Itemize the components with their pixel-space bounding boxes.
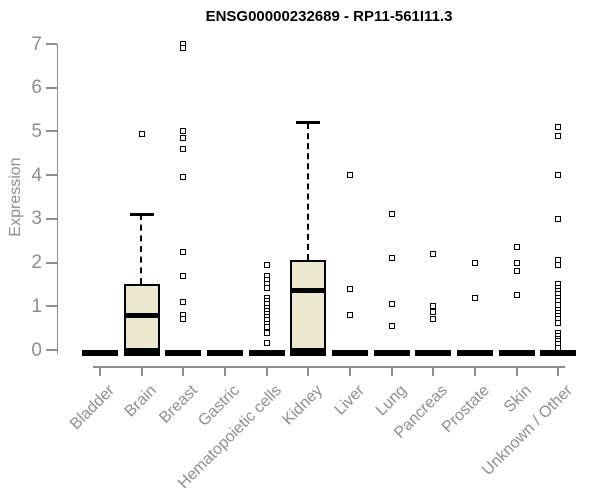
x-tick: [390, 367, 393, 376]
chart-title: ENSG00000232689 - RP11-561I11.3: [205, 8, 453, 25]
x-tick: [223, 367, 226, 376]
outlier-point: [555, 344, 562, 351]
zero-bar: [540, 349, 577, 356]
outlier-point: [471, 294, 478, 301]
outlier-point: [263, 324, 270, 331]
outlier-point: [180, 316, 187, 323]
outlier-point: [430, 250, 437, 257]
median-line: [290, 288, 327, 294]
outlier-point: [346, 312, 353, 319]
y-tick: [45, 261, 57, 264]
y-tick: [45, 86, 57, 89]
zero-bar: [498, 349, 535, 356]
y-tick: [45, 130, 57, 133]
y-tick-label: 5: [31, 120, 42, 142]
zero-bar: [290, 349, 327, 356]
outlier-point: [513, 259, 520, 266]
outlier-point: [388, 211, 395, 218]
outlier-point: [263, 330, 270, 337]
y-tick-label: 4: [31, 164, 42, 186]
y-tick-label: 0: [31, 339, 42, 361]
y-tick: [45, 217, 57, 220]
outlier-point: [555, 124, 562, 131]
x-axis-label: Bladder: [66, 382, 119, 434]
x-tick: [182, 367, 185, 376]
x-axis-label: Breast: [156, 382, 202, 427]
x-axis-label: Lung: [372, 382, 410, 420]
x-axis-line: [93, 366, 566, 368]
outlier-point: [388, 255, 395, 262]
outlier-point: [263, 340, 270, 347]
outlier-point: [388, 301, 395, 308]
outlier-point: [180, 298, 187, 305]
y-tick-label: 3: [31, 208, 42, 230]
zero-bar: [415, 349, 452, 356]
y-tick-label: 6: [31, 77, 42, 99]
y-axis-line: [56, 44, 58, 354]
y-tick-label: 7: [31, 33, 42, 55]
outlier-point: [555, 319, 562, 326]
x-tick: [557, 367, 560, 376]
zero-bar: [123, 349, 160, 356]
outlier-point: [555, 261, 562, 268]
x-tick: [307, 367, 310, 376]
median-line: [123, 312, 160, 318]
outlier-point: [180, 145, 187, 152]
x-tick: [140, 367, 143, 376]
whisker-cap: [129, 213, 154, 216]
x-tick: [515, 367, 518, 376]
zero-bar: [373, 349, 410, 356]
outlier-point: [138, 130, 145, 137]
boxplot-box: [290, 260, 327, 350]
x-tick: [265, 367, 268, 376]
outlier-point: [513, 268, 520, 275]
zero-bar: [456, 349, 493, 356]
x-axis-label: Brain: [121, 382, 160, 421]
whisker-line: [140, 214, 143, 285]
outlier-point: [430, 316, 437, 323]
x-axis-label: Kidney: [279, 382, 327, 429]
outlier-point: [180, 248, 187, 255]
outlier-point: [430, 308, 437, 315]
y-tick-label: 2: [31, 252, 42, 274]
outlier-point: [180, 128, 187, 135]
whisker-line: [307, 122, 310, 261]
y-tick: [45, 43, 57, 45]
x-axis-label: Liver: [331, 382, 369, 419]
zero-bar: [82, 349, 118, 356]
outlier-point: [346, 172, 353, 179]
outlier-point: [263, 261, 270, 268]
y-tick-label: 1: [31, 295, 42, 317]
outlier-point: [471, 259, 478, 266]
outlier-point: [180, 272, 187, 279]
x-tick: [348, 367, 351, 376]
x-tick: [432, 367, 435, 376]
outlier-point: [513, 244, 520, 251]
y-tick: [45, 305, 57, 308]
whisker-cap: [296, 121, 321, 124]
x-axis-label: Skin: [500, 382, 535, 417]
x-tick: [99, 367, 101, 376]
zero-bar: [165, 349, 202, 356]
outlier-point: [388, 322, 395, 329]
y-tick: [45, 349, 57, 351]
outlier-point: [555, 132, 562, 139]
y-tick: [45, 174, 57, 177]
outlier-point: [263, 284, 270, 291]
outlier-point: [180, 45, 187, 52]
zero-bar: [331, 349, 368, 356]
outlier-point: [555, 172, 562, 179]
outlier-point: [180, 174, 187, 181]
outlier-point: [346, 285, 353, 292]
outlier-point: [180, 134, 187, 141]
x-tick: [473, 367, 476, 376]
outlier-point: [555, 215, 562, 222]
zero-bar: [206, 349, 243, 356]
zero-bar: [248, 349, 285, 356]
outlier-point: [513, 292, 520, 299]
